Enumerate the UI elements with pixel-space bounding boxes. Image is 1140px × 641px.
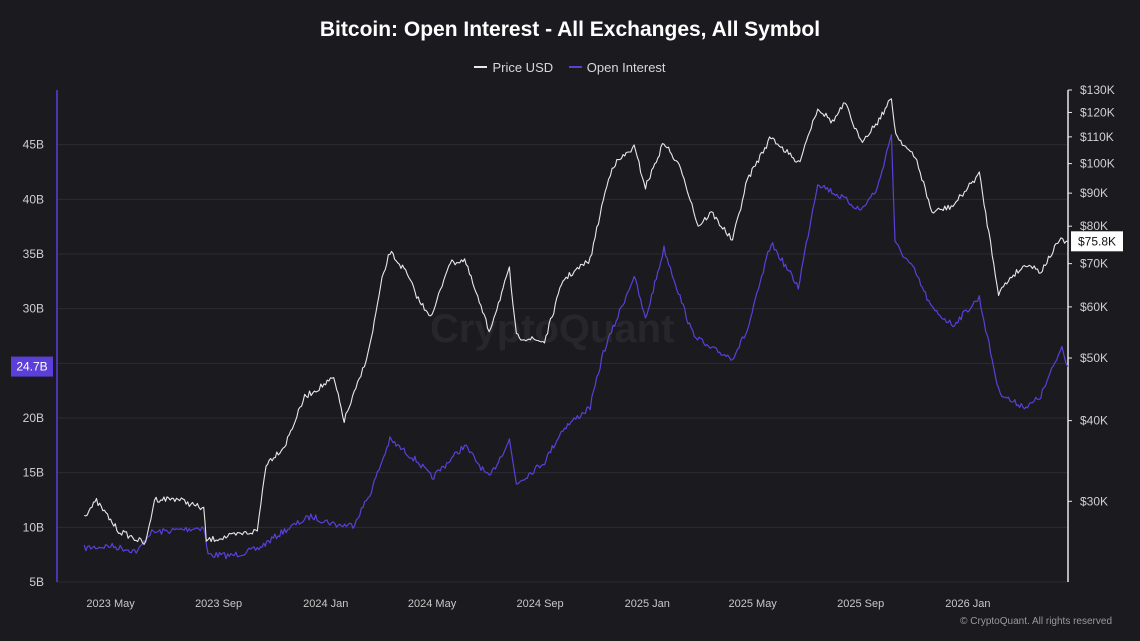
right-axis-tick-label: $130K xyxy=(1080,83,1115,97)
copyright-credit: © CryptoQuant. All rights reserved xyxy=(960,616,1112,627)
current-oi-badge xyxy=(11,356,53,377)
x-axis-tick-label: 2024 Jan xyxy=(303,598,348,610)
legend-item-open-interest[interactable]: Open Interest xyxy=(568,59,666,75)
x-axis-tick-label: 2025 Jan xyxy=(625,598,670,610)
left-axis-tick-label: 40B xyxy=(23,192,44,206)
legend-swatch-open-interest xyxy=(568,66,582,68)
left-axis-tick-label: 20B xyxy=(23,411,44,425)
legend-label-open-interest: Open Interest xyxy=(586,59,666,75)
series-line-open-interest xyxy=(83,134,1069,560)
x-axis-tick-label: 2025 May xyxy=(729,598,778,610)
right-axis-tick-label: $50K xyxy=(1080,351,1108,365)
chart-legend: Price USD Open Interest xyxy=(0,56,1140,75)
left-axis-tick-label: 5B xyxy=(29,575,44,589)
legend-item-price[interactable]: Price USD xyxy=(474,60,553,75)
current-price-badge xyxy=(1071,231,1123,252)
right-axis-tick-label: $40K xyxy=(1080,414,1108,428)
right-axis-tick-label: $100K xyxy=(1080,157,1115,171)
left-axis-tick-label: 15B xyxy=(23,466,44,480)
right-axis-tick-label: $80K xyxy=(1080,219,1108,233)
left-axis-tick-label: 45B xyxy=(23,138,44,152)
left-axis-tick-label: 35B xyxy=(23,247,44,261)
left-axis-tick-label: 30B xyxy=(23,302,44,316)
right-axis-tick-label: $120K xyxy=(1080,105,1115,119)
x-axis-tick-label: 2026 Jan xyxy=(945,598,990,610)
x-axis-tick-label: 2024 Sep xyxy=(517,598,564,610)
x-axis-tick-label: 2024 May xyxy=(408,598,457,610)
right-axis-tick-label: $90K xyxy=(1080,186,1108,200)
watermark: CryptoQuant xyxy=(430,307,675,351)
legend-label-price: Price USD xyxy=(492,59,554,75)
right-axis-tick-label: $60K xyxy=(1080,300,1108,314)
current-oi-badge-label: 24.7B xyxy=(16,360,47,374)
right-axis-tick-label: $110K xyxy=(1080,130,1114,144)
legend-swatch-price xyxy=(474,66,488,68)
current-price-badge-label: $75.8K xyxy=(1078,234,1116,248)
right-axis-tick-label: $70K xyxy=(1080,257,1108,271)
series-line-price xyxy=(84,98,1068,545)
x-axis-tick-label: 2025 Sep xyxy=(837,598,884,610)
right-axis-tick-label: $30K xyxy=(1080,494,1108,508)
left-axis-tick-label: 10B xyxy=(23,520,44,534)
x-axis-tick-label: 2023 Sep xyxy=(195,598,242,610)
x-axis-tick-label: 2023 May xyxy=(86,598,135,610)
chart-title: Bitcoin: Open Interest - All Exchanges, … xyxy=(319,18,821,41)
